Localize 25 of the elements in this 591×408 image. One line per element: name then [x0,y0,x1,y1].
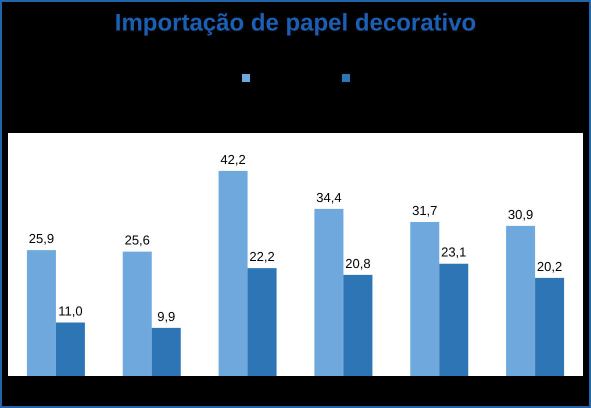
data-label: 42,2 [220,152,246,167]
bar [535,278,564,376]
bar [218,170,248,376]
bar [343,274,372,376]
data-label: 30,9 [508,206,534,222]
data-label: 34,4 [316,190,342,205]
bar [410,222,440,376]
bar [26,250,56,376]
data-label: 23,1 [441,244,466,260]
data-label: 9,9 [157,308,176,324]
data-label: 20,8 [345,256,371,271]
data-label: 31,7 [412,202,438,218]
data-label: 22,2 [249,249,275,264]
bar [56,322,85,376]
bar [122,252,152,376]
bar [152,328,181,376]
chart-title: Importação de papel decorativo [114,10,476,36]
bar [439,264,468,376]
bar [506,226,536,376]
data-label: 11,0 [58,304,83,319]
data-label: 25,9 [28,231,54,246]
bar [314,208,344,376]
data-label: 20,2 [536,258,562,274]
data-label: 25,6 [124,232,150,248]
bar [248,268,277,376]
